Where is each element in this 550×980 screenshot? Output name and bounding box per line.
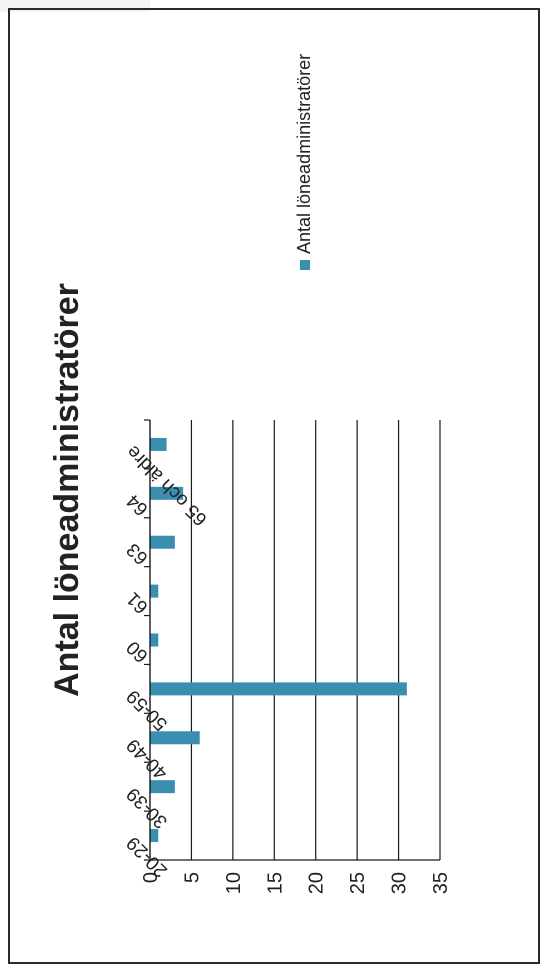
bar [150,682,407,696]
grid-lines [190,420,441,860]
x-tick-label: 64 [122,489,152,519]
y-tick-label: 30 [389,872,411,894]
y-tick-label: 15 [264,872,286,894]
bar [150,486,184,500]
legend-swatch [300,260,310,270]
x-tick-label: 61 [123,588,153,618]
y-tick-label: 10 [223,872,245,894]
x-tick-label: 60 [123,636,153,666]
bar [150,633,159,647]
bars [150,437,407,843]
axes [144,419,440,861]
y-tick-label: 0 [140,872,162,883]
y-tick-label: 20 [306,872,328,894]
legend: Antal löneadministratörer [294,54,314,270]
bar [150,535,175,549]
bar [150,829,159,843]
chart-plot: 0 5 10 15 20 25 30 35 20-2930-3940-4950-5960616… [48,54,452,894]
x-tick-label: 63 [123,539,153,569]
y-tick-label: 35 [430,872,452,894]
y-tick-label: 5 [181,872,203,883]
y-tick-label: 25 [347,872,369,894]
chart-title: Antal löneadministratörer [48,283,86,697]
chart-frame [8,8,540,964]
bar [150,780,175,794]
legend-label: Antal löneadministratörer [294,54,314,254]
bar [150,437,167,451]
bar [150,584,159,598]
bar [150,731,200,745]
y-tick-labels: 0 5 10 15 20 25 30 35 [140,872,452,894]
